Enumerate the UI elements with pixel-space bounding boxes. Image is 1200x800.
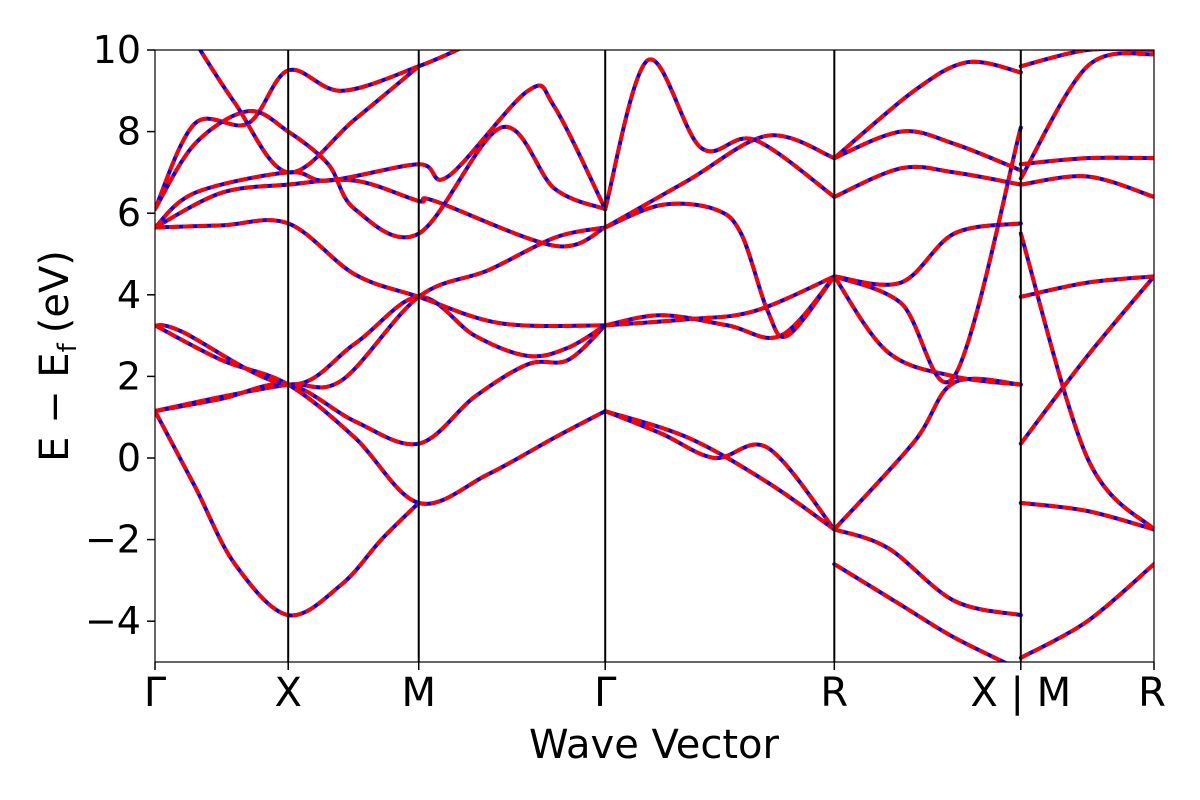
y-axis-title-sub: f xyxy=(53,342,83,352)
band-26-dashed xyxy=(833,129,1022,173)
band-18-dashed xyxy=(603,57,836,210)
band-15-dashed xyxy=(605,274,836,328)
band-35-dashed xyxy=(1019,51,1154,180)
band-7-dashed xyxy=(155,177,607,249)
plot-frame xyxy=(154,49,1155,663)
y-tick-label-4: 4 xyxy=(117,273,141,317)
band-22-solid xyxy=(832,274,1023,387)
band-24-dashed xyxy=(833,126,1023,385)
x-tick-label-1: X xyxy=(274,670,301,716)
band-1-dashed xyxy=(155,410,421,618)
band-28-solid xyxy=(1018,562,1154,660)
band-8-dashed xyxy=(155,50,462,210)
band-12-solid xyxy=(603,409,837,532)
band-18-solid xyxy=(603,57,837,212)
y-axis-ticks: −4 −2 0 2 4 6 8 10 xyxy=(85,28,155,643)
y-axis-title-unit: (eV) xyxy=(32,250,78,333)
band-21-solid xyxy=(832,527,1023,618)
y-axis-title: E − Ef (eV) xyxy=(32,250,83,462)
x-tick-label-0: Γ xyxy=(144,670,167,716)
band-25-dashed xyxy=(833,164,1022,199)
band-6-solid xyxy=(155,218,608,329)
band-3-solid xyxy=(155,225,608,414)
band-5-dashed xyxy=(155,294,607,387)
band-21-dashed xyxy=(833,527,1022,618)
x-tick-label-3: Γ xyxy=(594,670,617,716)
y-tick-label-3: 2 xyxy=(117,354,141,398)
band-2-dashed xyxy=(155,323,607,447)
band-23-dashed xyxy=(834,221,1022,287)
y-tick-label-7: 10 xyxy=(93,28,141,72)
y-tick-label-5: 6 xyxy=(117,191,141,235)
band-19-dashed xyxy=(833,562,1009,662)
band-20-solid xyxy=(832,376,1023,532)
x-tick-label-6: R xyxy=(1138,670,1166,716)
y-tick-label-1: −2 xyxy=(85,518,141,562)
x-tick-label-5: X | M xyxy=(970,670,1071,716)
x-tick-label-4: R xyxy=(820,670,848,716)
band-14-dashed xyxy=(604,275,836,340)
band-16-dashed xyxy=(604,201,836,339)
y-tick-label-6: 8 xyxy=(117,110,141,154)
band-9-dashed xyxy=(155,109,606,240)
band-20-dashed xyxy=(832,376,1021,531)
band-7-solid xyxy=(155,177,608,249)
band-2-solid xyxy=(155,323,608,447)
band-26-solid xyxy=(832,129,1023,173)
x-axis-ticks: Γ X M Γ R X | M R xyxy=(144,662,1166,716)
band-9-solid xyxy=(155,109,608,240)
band-4-solid xyxy=(155,323,608,506)
band-12-dashed xyxy=(604,409,836,531)
band-30-dashed xyxy=(1019,275,1154,445)
band-13-solid xyxy=(603,409,837,532)
y-tick-label-2: 0 xyxy=(117,436,141,480)
band-11-solid xyxy=(197,50,421,175)
band-31-dashed xyxy=(1020,274,1154,299)
band-13-dashed xyxy=(604,409,836,532)
band-32-dashed xyxy=(1018,233,1154,531)
band-14-solid xyxy=(603,274,837,340)
band-3-dashed xyxy=(155,225,606,414)
y-axis-title-main: E − E xyxy=(32,352,78,462)
band-10-dashed xyxy=(155,83,607,230)
band-33-dashed xyxy=(1020,174,1154,199)
band-27-dashed xyxy=(833,59,1022,160)
x-tick-label-2: M xyxy=(401,670,436,716)
band-4-dashed xyxy=(155,323,607,506)
band-17-solid xyxy=(603,133,837,230)
band-11-dashed xyxy=(197,50,420,175)
band-36-dashed xyxy=(1020,50,1154,69)
high-symmetry-lines xyxy=(287,50,1022,662)
band-34-dashed xyxy=(1020,155,1154,167)
band-1-solid xyxy=(155,409,421,618)
band-29-dashed xyxy=(1020,500,1154,532)
y-tick-label-0: −4 xyxy=(85,599,141,643)
band-28-dashed xyxy=(1019,562,1154,660)
band-22-dashed xyxy=(832,275,1022,387)
band-6-dashed xyxy=(155,218,606,329)
band-8-solid xyxy=(155,50,462,212)
band-10-solid xyxy=(155,83,608,230)
band-lines xyxy=(155,50,1154,662)
x-axis-title: Wave Vector xyxy=(529,722,780,768)
